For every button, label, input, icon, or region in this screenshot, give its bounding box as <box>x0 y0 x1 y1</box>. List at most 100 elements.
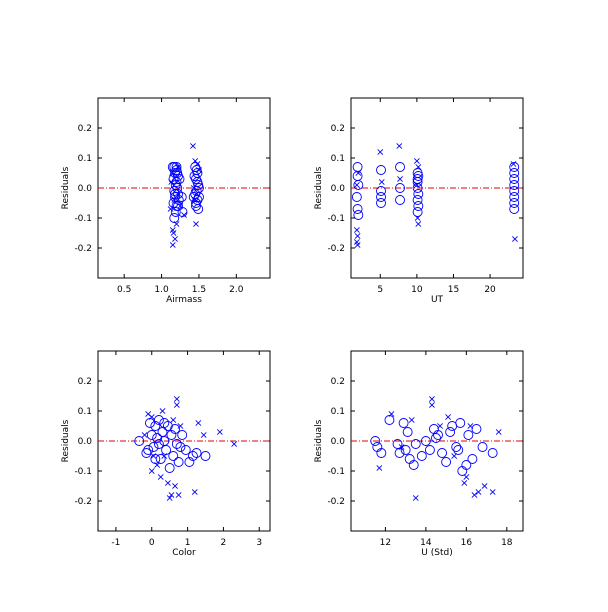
chart-airmass-point-circle <box>171 162 182 172</box>
chart-color-panel: -1 0 1 2 3 -0.2 -0.1 0.0 0.1 0.2 Color Residuals <box>61 350 271 558</box>
chart-ut-ytick-label: -0.2 <box>327 244 345 254</box>
chart-ut-point-x <box>415 164 422 170</box>
chart-u-std-point-circle <box>431 433 441 443</box>
chart-color-point-circle <box>164 463 175 473</box>
chart-airmass-point-x <box>177 203 184 209</box>
chart-ut-point-circle <box>352 162 363 172</box>
chart-ut-point-x <box>354 242 361 248</box>
chart-airmass-point-circle <box>174 174 185 184</box>
chart-u-std-point-x <box>471 492 478 498</box>
chart-color-point-circle <box>157 427 168 437</box>
chart-airmass-point-x <box>194 161 201 167</box>
chart-airmass-point-circle <box>194 192 204 202</box>
chart-color-point-x <box>200 432 207 438</box>
chart-airmass-xtick-label: 2.0 <box>229 285 244 295</box>
chart-ut-xtick-label: 20 <box>484 285 496 295</box>
chart-color-y-axis-label: Residuals <box>61 419 71 462</box>
chart-color-point-x <box>159 408 166 414</box>
chart-color-point-x <box>150 453 157 459</box>
chart-color-point-x <box>157 474 164 480</box>
chart-u-std-point-circle <box>471 424 482 434</box>
chart-u-std-xtick-label: 18 <box>501 538 513 548</box>
chart-u-std-point-circle <box>437 448 448 458</box>
chart-ut-point-circle <box>353 210 364 220</box>
chart-u-std-point-circle <box>433 430 443 440</box>
chart-color-point-circle <box>168 451 179 461</box>
chart-color-point-circle <box>171 439 182 449</box>
chart-ut-point-circle <box>412 177 423 187</box>
chart-color-point-circle <box>146 430 157 440</box>
chart-ut-point-x <box>396 143 403 149</box>
chart-color-point-x <box>216 429 223 435</box>
chart-ut-ytick-label: -0.1 <box>327 214 345 224</box>
chart-u-std-point-x <box>376 465 383 471</box>
chart-ut-point-circle <box>509 192 520 202</box>
chart-u-std-point-circle <box>398 418 409 428</box>
chart-color-point-x <box>154 462 161 468</box>
chart-ut-point-x <box>377 149 384 155</box>
chart-u-std-point-circle <box>408 460 419 470</box>
chart-ut-point-circle <box>351 192 362 202</box>
chart-ut-point-x <box>414 215 421 221</box>
chart-airmass-point-x <box>168 179 175 185</box>
chart-u-std-point-circle <box>416 451 427 461</box>
chart-airmass-point-circle <box>193 204 204 214</box>
chart-airmass-point-x <box>193 221 199 227</box>
chart-u-std-point-circle <box>445 427 456 437</box>
chart-u-std-panel: 12 14 16 18 -0.2 -0.1 0.0 0.1 0.2 U (Std) Residual… <box>314 350 524 558</box>
chart-u-std-point-x <box>489 489 496 495</box>
chart-airmass-point-circle <box>191 165 202 175</box>
chart-u-std-ytick-label: 0.0 <box>331 437 346 447</box>
chart-color-point-x <box>148 468 155 474</box>
chart-color-ytick-label: -0.2 <box>74 497 92 507</box>
chart-color-point-x <box>164 480 171 486</box>
chart-airmass-ytick-label: 0.1 <box>78 154 92 164</box>
chart-color-xtick-label: 1 <box>185 538 191 548</box>
chart-color-point-x <box>148 414 155 420</box>
chart-color-ytick-label: -0.1 <box>74 467 92 477</box>
chart-u-std-ytick-label: -0.2 <box>327 497 345 507</box>
chart-airmass-point-x <box>190 143 196 149</box>
chart-u-std-xtick-label: 16 <box>461 538 473 548</box>
chart-color-point-x <box>166 495 173 501</box>
chart-color-point-circle <box>188 451 198 461</box>
chart-ut-point-circle <box>376 198 386 208</box>
chart-airmass-x-axis-label: Airmass <box>166 295 202 305</box>
chart-airmass-point-x <box>191 197 198 203</box>
chart-airmass-point-circle <box>169 213 180 223</box>
chart-airmass-point-circle <box>172 183 183 193</box>
chart-airmass-point-circle <box>176 192 187 202</box>
chart-u-std-point-x <box>445 414 452 420</box>
chart-ut-point-circle <box>395 195 405 205</box>
chart-airmass-ytick-label: -0.1 <box>74 214 92 224</box>
chart-u-std-point-x <box>475 489 482 495</box>
chart-ut-point-circle <box>376 165 386 175</box>
chart-airmass-point-x <box>175 164 181 170</box>
chart-airmass-point-circle <box>173 189 183 199</box>
chart-ut-point-circle <box>413 189 424 199</box>
chart-ut-point-circle <box>376 186 386 196</box>
chart-color-point-circle <box>162 421 173 431</box>
chart-ut-point-circle <box>509 174 520 184</box>
chart-color-point-circle <box>177 430 188 440</box>
chart-color-point-x <box>231 441 238 447</box>
chart-color-point-circle <box>166 430 177 440</box>
chart-u-std-point-x <box>429 402 435 408</box>
chart-color-point-x <box>191 489 198 495</box>
chart-ut-point-circle <box>395 162 405 172</box>
chart-u-std-x-axis-label: U (Std) <box>421 548 452 558</box>
chart-airmass-xtick-label: 0.5 <box>117 285 131 295</box>
chart-color-point-circle <box>173 457 184 467</box>
chart-ut-point-x <box>353 227 360 233</box>
chart-airmass-point-circle <box>189 171 200 181</box>
chart-ut-panel: 5 10 15 20 -0.2 -0.1 0.0 0.1 0.2 UT Residuals <box>314 97 524 305</box>
chart-u-std-ytick-label: 0.1 <box>331 407 345 417</box>
chart-color-point-x <box>177 423 184 429</box>
chart-u-std-point-x <box>429 396 435 402</box>
chart-airmass-panel: 0.5 1.0 1.5 2.0 -0.2 -0.1 0.0 0.1 0.2 Airmass Resi… <box>61 97 271 305</box>
chart-u-std-point-circle <box>451 442 462 452</box>
chart-color-point-circle <box>180 445 191 455</box>
chart-color-point-circle <box>159 418 170 428</box>
